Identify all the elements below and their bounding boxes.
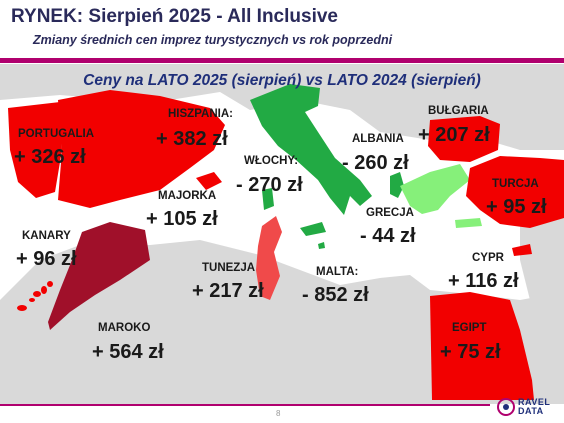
- label-country-grecja: GRECJA: [366, 207, 414, 219]
- region-kanary: [17, 281, 53, 311]
- region-grecja-islands: [455, 218, 482, 228]
- chart-title: Ceny na LATO 2025 (sierpień) vs LATO 202…: [83, 72, 481, 89]
- label-country-albania: ALBANIA: [352, 133, 404, 145]
- label-country-tunezja: TUNEZJA: [202, 262, 256, 274]
- label-value-majorka: + 105 zł: [146, 208, 218, 230]
- label-country-bulgaria: BUŁGARIA: [428, 105, 489, 117]
- footer-divider: [0, 404, 490, 406]
- label-value-wlochy: - 270 zł: [236, 174, 303, 196]
- region-tunezja: [256, 216, 282, 300]
- label-country-hiszpania: HISZPANIA:: [168, 108, 233, 120]
- label-country-turcja: TURCJA: [492, 178, 539, 190]
- label-country-malta: MALTA:: [316, 266, 359, 278]
- header: RYNEK: Sierpień 2025 - All Inclusive Zmi…: [0, 0, 564, 64]
- label-value-maroko: + 564 zł: [92, 341, 164, 363]
- land-europe: [0, 64, 564, 150]
- region-egipt: [430, 292, 534, 400]
- label-value-cypr: + 116 zł: [448, 270, 519, 292]
- label-country-kanary: KANARY: [22, 230, 71, 242]
- region-wlochy: [250, 84, 372, 215]
- region-hiszpania: [58, 90, 225, 208]
- region-maroko: [48, 222, 150, 330]
- region-malta: [318, 242, 325, 249]
- page-subtitle: Zmiany średnich cen imprez turystycznych…: [33, 33, 393, 47]
- region-bulgaria: [428, 116, 500, 162]
- label-country-cypr: CYPR: [472, 252, 504, 264]
- map-svg: [0, 64, 564, 404]
- label-value-malta: - 852 zł: [302, 284, 369, 306]
- label-country-egipt: EGIPT: [452, 322, 487, 334]
- page-title: RYNEK: Sierpień 2025 - All Inclusive: [11, 6, 338, 27]
- land-africa: [0, 240, 564, 404]
- region-turcja: [466, 156, 564, 228]
- label-value-portugalia: + 326 zł: [14, 146, 86, 168]
- logo: RAVEL DATA: [518, 398, 550, 416]
- map-area: [0, 64, 564, 404]
- label-value-bulgaria: + 207 zł: [418, 124, 490, 146]
- land-levant: [520, 215, 564, 300]
- label-value-tunezja: + 217 zł: [192, 280, 264, 302]
- header-divider: [0, 58, 564, 63]
- region-grecja: [400, 164, 470, 214]
- region-cypr: [512, 244, 532, 256]
- label-value-egipt: + 75 zł: [440, 341, 501, 363]
- region-albania: [390, 172, 404, 198]
- label-value-grecja: - 44 zł: [360, 225, 416, 247]
- region-wlochy-sardinia: [262, 188, 274, 210]
- label-value-hiszpania: + 382 zł: [156, 128, 228, 150]
- logo-line1: RAVEL: [518, 397, 551, 407]
- label-value-turcja: + 95 zł: [486, 196, 547, 218]
- label-country-portugalia: PORTUGALIA: [18, 128, 95, 140]
- label-value-kanary: + 96 zł: [16, 248, 77, 270]
- logo-icon: [497, 398, 515, 416]
- label-value-albania: - 260 zł: [342, 152, 409, 174]
- label-country-wlochy: WŁOCHY:: [244, 155, 299, 167]
- logo-line2: DATA: [518, 406, 544, 416]
- region-wlochy-sicily: [300, 222, 326, 236]
- page-number: 8: [276, 409, 281, 418]
- label-country-maroko: MAROKO: [98, 322, 151, 334]
- label-country-majorka: MAJORKA: [158, 190, 217, 202]
- region-majorka: [196, 172, 222, 190]
- region-portugalia: [8, 102, 62, 198]
